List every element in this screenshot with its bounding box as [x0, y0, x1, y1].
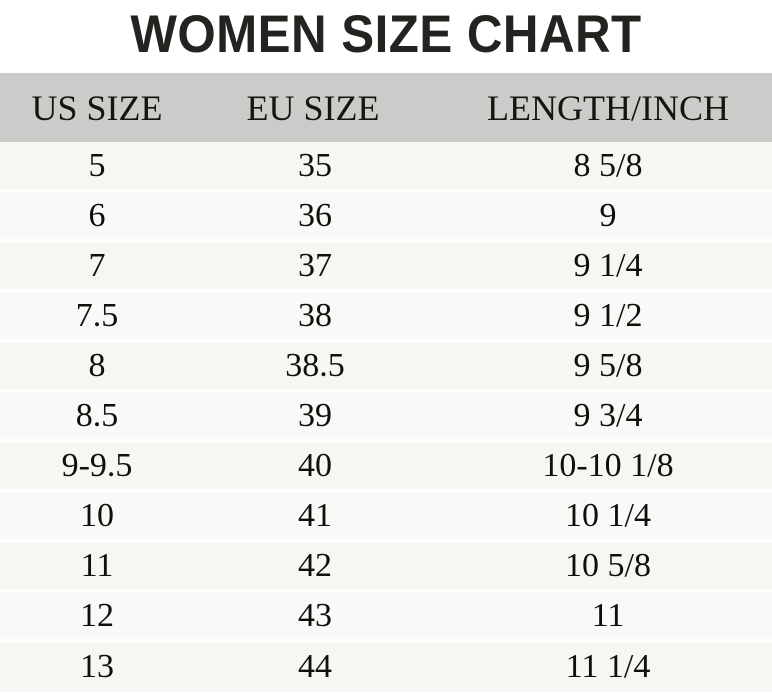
cell-us-size: 7: [88, 246, 106, 284]
cell-eu-size: 38: [298, 296, 332, 334]
table-row: 7 37 9 1/4: [0, 242, 772, 289]
page-title: WOMEN SIZE CHART: [27, 0, 745, 73]
table-row: 8 38.5 9 5/8: [0, 342, 772, 389]
table-row: 8.5 39 9 3/4: [0, 392, 772, 439]
cell-us-size: 6: [88, 196, 106, 234]
cell-eu-size: 43: [298, 596, 332, 634]
cell-us-size: 11: [80, 546, 114, 584]
cell-eu-size: 36: [298, 196, 332, 234]
cell-length-inch: 9: [599, 196, 617, 234]
column-header-us-size: US SIZE: [31, 87, 163, 128]
cell-length-inch: 9 3/4: [573, 396, 643, 434]
table-row: 7.5 38 9 1/2: [0, 292, 772, 339]
cell-us-size: 8: [88, 346, 106, 384]
table-row: 5 35 8 5/8: [0, 142, 772, 189]
cell-eu-size: 38.5: [285, 346, 345, 384]
cell-length-inch: 10-10 1/8: [542, 446, 674, 484]
cell-length-inch: 9 5/8: [573, 346, 643, 384]
table-row: 11 42 10 5/8: [0, 542, 772, 589]
cell-eu-size: 35: [298, 146, 332, 184]
cell-us-size: 5: [88, 146, 106, 184]
table-row: 10 41 10 1/4: [0, 492, 772, 539]
table-row: 6 36 9: [0, 192, 772, 239]
cell-us-size: 7.5: [75, 296, 119, 334]
table-row: 9-9.5 40 10-10 1/8: [0, 442, 772, 489]
column-header-length-inch: LENGTH/INCH: [487, 87, 729, 128]
cell-us-size: 9-9.5: [61, 446, 133, 484]
cell-length-inch: 8 5/8: [573, 146, 643, 184]
cell-length-inch: 10 1/4: [565, 496, 651, 534]
cell-us-size: 12: [80, 596, 114, 634]
table-row: 13 44 11 1/4: [0, 642, 772, 692]
cell-eu-size: 40: [298, 446, 332, 484]
cell-length-inch: 11 1/4: [565, 648, 651, 685]
cell-eu-size: 39: [298, 396, 332, 434]
cell-eu-size: 42: [298, 546, 332, 584]
column-header-eu-size: EU SIZE: [246, 87, 380, 128]
cell-length-inch: 9 1/2: [573, 296, 643, 334]
cell-length-inch: 11: [591, 596, 625, 634]
cell-us-size: 13: [80, 648, 114, 685]
cell-us-size: 10: [80, 496, 114, 534]
cell-length-inch: 10 5/8: [565, 546, 651, 584]
table-body: 5 35 8 5/8 6 36 9 7 37 9 1/4 7.5 38 9 1/2 8 38.5 9 5/8…: [0, 142, 772, 692]
cell-length-inch: 9 1/4: [573, 246, 643, 284]
table-row: 12 43 11: [0, 592, 772, 639]
cell-us-size: 8.5: [75, 396, 119, 434]
table-header-row: US SIZE EU SIZE LENGTH/INCH: [0, 73, 772, 142]
cell-eu-size: 44: [298, 648, 332, 685]
cell-eu-size: 41: [298, 496, 332, 534]
cell-eu-size: 37: [298, 246, 332, 284]
